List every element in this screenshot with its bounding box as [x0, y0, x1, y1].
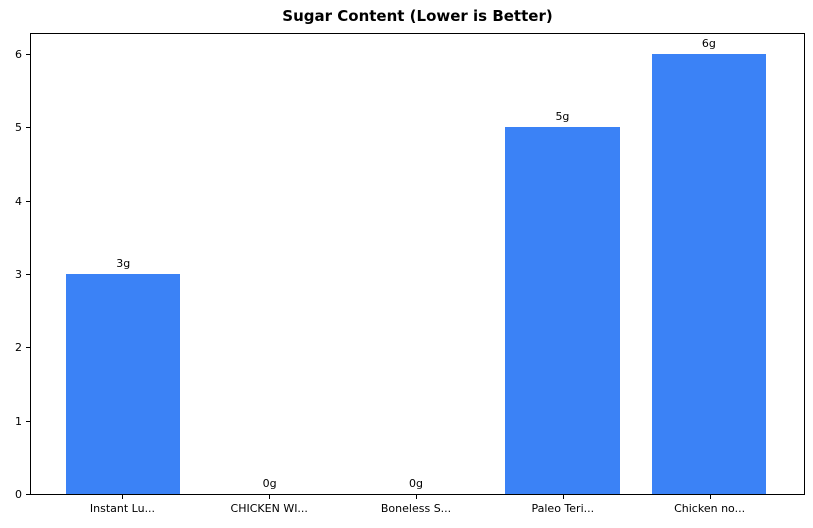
bar	[66, 274, 181, 494]
plot-area: 3g 0g 0g 5g 6g	[30, 33, 805, 495]
x-tick-label: Boneless S...	[380, 502, 452, 515]
bar	[505, 127, 620, 494]
y-tick-mark	[26, 127, 30, 129]
x-tick-mark	[416, 495, 418, 499]
y-tick-label: 3	[15, 268, 22, 281]
y-tick-label: 4	[15, 194, 22, 208]
bar-value-label: 3g	[116, 257, 131, 270]
y-tick-label: 1	[15, 414, 22, 428]
bar-value-label: 0g	[409, 477, 424, 490]
x-tick-mark	[269, 495, 271, 499]
x-tick-mark	[122, 495, 124, 499]
y-tick-mark	[26, 274, 30, 275]
x-tick-mark	[562, 495, 564, 499]
y-tick-mark	[26, 54, 30, 55]
y-tick-label: 0	[15, 488, 22, 501]
y-tick-mark	[26, 200, 30, 202]
y-tick-mark	[26, 494, 30, 495]
x-tick-label: CHICKEN WI...	[230, 502, 308, 515]
y-tick-label: 6	[15, 48, 22, 61]
bar	[651, 54, 766, 494]
x-tick-mark	[709, 495, 711, 499]
x-tick-label: Chicken no...	[674, 502, 746, 515]
x-tick-label: Paleo Teri...	[531, 502, 595, 515]
y-tick-mark	[26, 420, 30, 422]
bar-value-label: 6g	[701, 37, 716, 50]
x-tick-label: Instant Lu...	[89, 502, 156, 515]
bar-value-label: 5g	[555, 110, 570, 124]
y-tick-label: 2	[15, 341, 22, 355]
y-tick-mark	[26, 347, 30, 349]
y-tick-label: 5	[15, 121, 22, 135]
chart-title: Sugar Content (Lower is Better)	[282, 7, 553, 25]
bar-value-label: 0g	[262, 477, 277, 490]
